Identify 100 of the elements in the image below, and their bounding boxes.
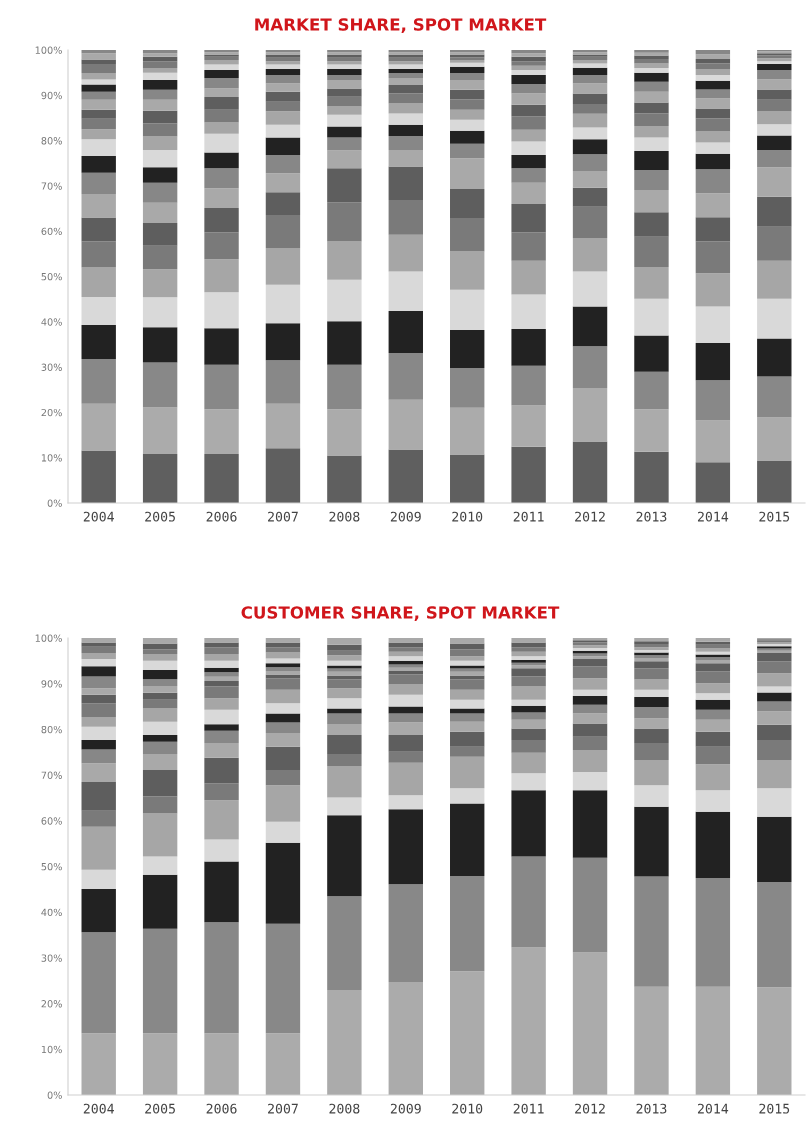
x-tick-label: 2011 — [513, 511, 544, 522]
bar — [265, 652, 301, 659]
bar — [81, 642, 116, 647]
bar — [327, 88, 362, 97]
bar — [572, 749, 608, 772]
bar — [695, 89, 731, 99]
bar — [204, 328, 239, 365]
bar — [757, 196, 792, 227]
bar — [204, 653, 239, 661]
bar — [81, 129, 116, 140]
bar — [388, 84, 423, 94]
bar — [142, 150, 178, 168]
bar — [695, 380, 731, 421]
bar — [450, 119, 485, 131]
bar — [511, 260, 546, 295]
bar — [388, 809, 423, 885]
bar — [142, 679, 178, 686]
bar — [142, 708, 178, 722]
bar — [81, 694, 116, 704]
bar — [511, 168, 546, 183]
bar — [757, 417, 792, 461]
bar — [327, 679, 362, 689]
bar — [204, 757, 239, 784]
bar — [327, 989, 362, 1095]
bar — [695, 693, 731, 700]
bar — [204, 152, 239, 169]
bar — [695, 169, 731, 194]
bar — [757, 686, 792, 693]
bar — [695, 746, 731, 765]
bar — [450, 289, 485, 330]
bar — [142, 660, 178, 670]
bar — [265, 91, 301, 102]
bar — [511, 856, 546, 948]
bar — [757, 882, 792, 988]
bar — [327, 815, 362, 897]
bar — [204, 168, 239, 189]
bar — [265, 403, 301, 449]
bar — [695, 683, 731, 694]
bar — [757, 150, 792, 168]
bar — [450, 62, 485, 67]
bar — [388, 670, 423, 675]
bar — [265, 703, 301, 714]
bar — [634, 212, 669, 237]
y-tick-label: 70% — [41, 771, 62, 779]
bar — [204, 743, 239, 758]
bar — [204, 292, 239, 329]
bar — [265, 323, 301, 361]
bar — [572, 771, 608, 791]
bar — [634, 643, 669, 648]
bar — [572, 704, 608, 714]
y-tick-label: 40% — [41, 908, 62, 917]
bar — [388, 69, 423, 74]
bar — [511, 686, 546, 700]
bar — [695, 462, 731, 503]
bar — [757, 724, 792, 740]
bar — [511, 93, 546, 105]
bar — [265, 124, 301, 138]
bar — [327, 114, 362, 127]
bar — [695, 790, 731, 812]
bar — [572, 139, 608, 155]
bar — [388, 684, 423, 695]
bar — [265, 785, 301, 822]
bar — [511, 65, 546, 70]
bar — [388, 61, 423, 65]
bar — [450, 73, 485, 80]
bar — [81, 194, 116, 218]
bar — [511, 294, 546, 330]
bar — [388, 113, 423, 125]
bar — [450, 689, 485, 700]
bar — [204, 188, 239, 209]
bar — [634, 59, 669, 64]
bar — [81, 781, 116, 811]
bar — [388, 103, 423, 114]
bar — [572, 127, 608, 140]
bar — [757, 79, 792, 90]
bar — [634, 266, 669, 299]
bar — [572, 713, 608, 724]
bar — [265, 713, 301, 723]
bar — [388, 884, 423, 983]
bar — [572, 659, 608, 667]
bar — [142, 685, 178, 693]
bar — [265, 667, 301, 671]
bar — [634, 689, 669, 697]
bar — [265, 821, 301, 843]
bar — [572, 237, 608, 272]
bar — [388, 795, 423, 810]
bar — [757, 226, 792, 261]
bar — [450, 876, 485, 972]
x-tick-label: 2005 — [145, 511, 175, 522]
bar — [511, 204, 546, 233]
bar — [204, 680, 239, 687]
bar — [327, 698, 362, 709]
bar — [327, 202, 362, 242]
bar — [204, 676, 239, 681]
bar — [572, 271, 608, 307]
bar — [511, 329, 546, 366]
bar — [81, 358, 116, 404]
x-tick-label: 2015 — [759, 1103, 790, 1114]
bar — [450, 251, 485, 290]
bar — [327, 64, 362, 70]
